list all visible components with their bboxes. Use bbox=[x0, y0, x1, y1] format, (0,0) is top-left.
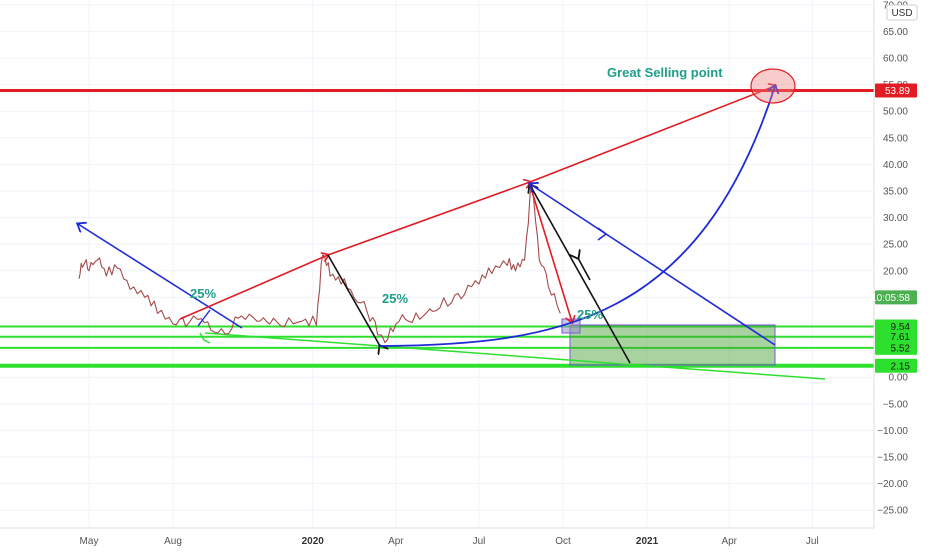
price-badge-3: 7.61 bbox=[875, 329, 917, 344]
x-tick-3: Apr bbox=[388, 536, 404, 547]
y-tick-10: 20.00 bbox=[883, 266, 908, 277]
price-series bbox=[78, 182, 561, 344]
pct-label-3: 25% bbox=[577, 307, 603, 322]
price-badge-0: 53.89 bbox=[875, 83, 917, 98]
price-line-series-0 bbox=[78, 182, 561, 344]
y-tick-6: 40.00 bbox=[883, 160, 908, 171]
x-tick-7: Apr bbox=[721, 536, 737, 547]
grid-lines bbox=[0, 0, 874, 528]
y-tick-2: 60.00 bbox=[883, 54, 908, 65]
drawings bbox=[78, 68, 796, 364]
support-lines bbox=[0, 89, 874, 368]
red-trendline-1 bbox=[179, 255, 328, 320]
x-tick-8: Jul bbox=[806, 536, 819, 547]
currency-box[interactable]: USD bbox=[886, 4, 918, 21]
y-tick-17: −15.00 bbox=[877, 453, 908, 464]
price-badge-label-0: 53.89 bbox=[885, 86, 910, 97]
y-tick-18: −20.00 bbox=[877, 479, 908, 490]
price-badge-label-3: 7.61 bbox=[891, 332, 911, 343]
y-tick-19: −25.00 bbox=[877, 506, 908, 517]
y-tick-15: −5.00 bbox=[883, 399, 909, 410]
y-tick-4: 50.00 bbox=[883, 107, 908, 118]
price-badge-4: 5.52 bbox=[875, 340, 917, 355]
y-tick-7: 35.00 bbox=[883, 187, 908, 198]
blue-trendline-right bbox=[530, 184, 776, 346]
price-badge-label-4: 5.52 bbox=[891, 343, 911, 354]
green-check-mark bbox=[199, 332, 211, 344]
y-tick-5: 45.00 bbox=[883, 133, 908, 144]
time-axis[interactable]: May Aug 2020 Apr Jul Oct 2021 Apr Jul bbox=[80, 536, 819, 547]
red-trendline-2 bbox=[327, 182, 530, 256]
red-trendline-3 bbox=[529, 86, 775, 183]
black-arrow-drop-2 bbox=[530, 185, 631, 364]
red-drop-line bbox=[529, 184, 572, 322]
x-tick-0: May bbox=[80, 536, 99, 547]
currency-label: USD bbox=[891, 8, 912, 19]
black-arrow-drop-1 bbox=[327, 254, 380, 346]
pct-label-1: 25% bbox=[190, 286, 216, 301]
target-ellipse bbox=[750, 68, 796, 104]
green-trendline bbox=[204, 332, 826, 380]
y-tick-8: 30.00 bbox=[883, 213, 908, 224]
price-badge-5: 2.15 bbox=[875, 358, 917, 373]
blue-small-up bbox=[197, 309, 211, 327]
pct-label-2: 25% bbox=[382, 291, 408, 306]
blue-trendline-left bbox=[78, 224, 243, 329]
x-tick-1: Aug bbox=[164, 536, 182, 547]
x-tick-6: 2021 bbox=[636, 536, 659, 547]
drawings-back bbox=[204, 318, 826, 380]
y-tick-14: 0.00 bbox=[889, 373, 909, 384]
price-badge-1: 10:05:58 bbox=[871, 290, 917, 305]
buy-zone-box bbox=[569, 324, 776, 366]
price-badges: 53.89 10:05:58 9.547.615.52 2.15 bbox=[871, 83, 917, 373]
price-badge-label-5: 2.15 bbox=[891, 361, 911, 372]
black-arrow-small bbox=[578, 258, 591, 281]
blue-curve-projection bbox=[379, 86, 775, 347]
price-badge-label-2: 9.54 bbox=[891, 322, 911, 333]
great-selling-point-label: Great Selling point bbox=[607, 65, 723, 80]
y-tick-9: 25.00 bbox=[883, 240, 908, 251]
x-tick-2: 2020 bbox=[302, 536, 325, 547]
blue-small-arrowhead bbox=[597, 227, 608, 241]
y-tick-16: −10.00 bbox=[877, 426, 908, 437]
annotations: Great Selling point 25% 25% 25% bbox=[190, 65, 723, 322]
x-tick-4: Jul bbox=[473, 536, 486, 547]
price-badge-label-1: 10:05:58 bbox=[871, 293, 910, 304]
y-tick-1: 65.00 bbox=[883, 27, 908, 38]
x-tick-5: Oct bbox=[555, 536, 571, 547]
